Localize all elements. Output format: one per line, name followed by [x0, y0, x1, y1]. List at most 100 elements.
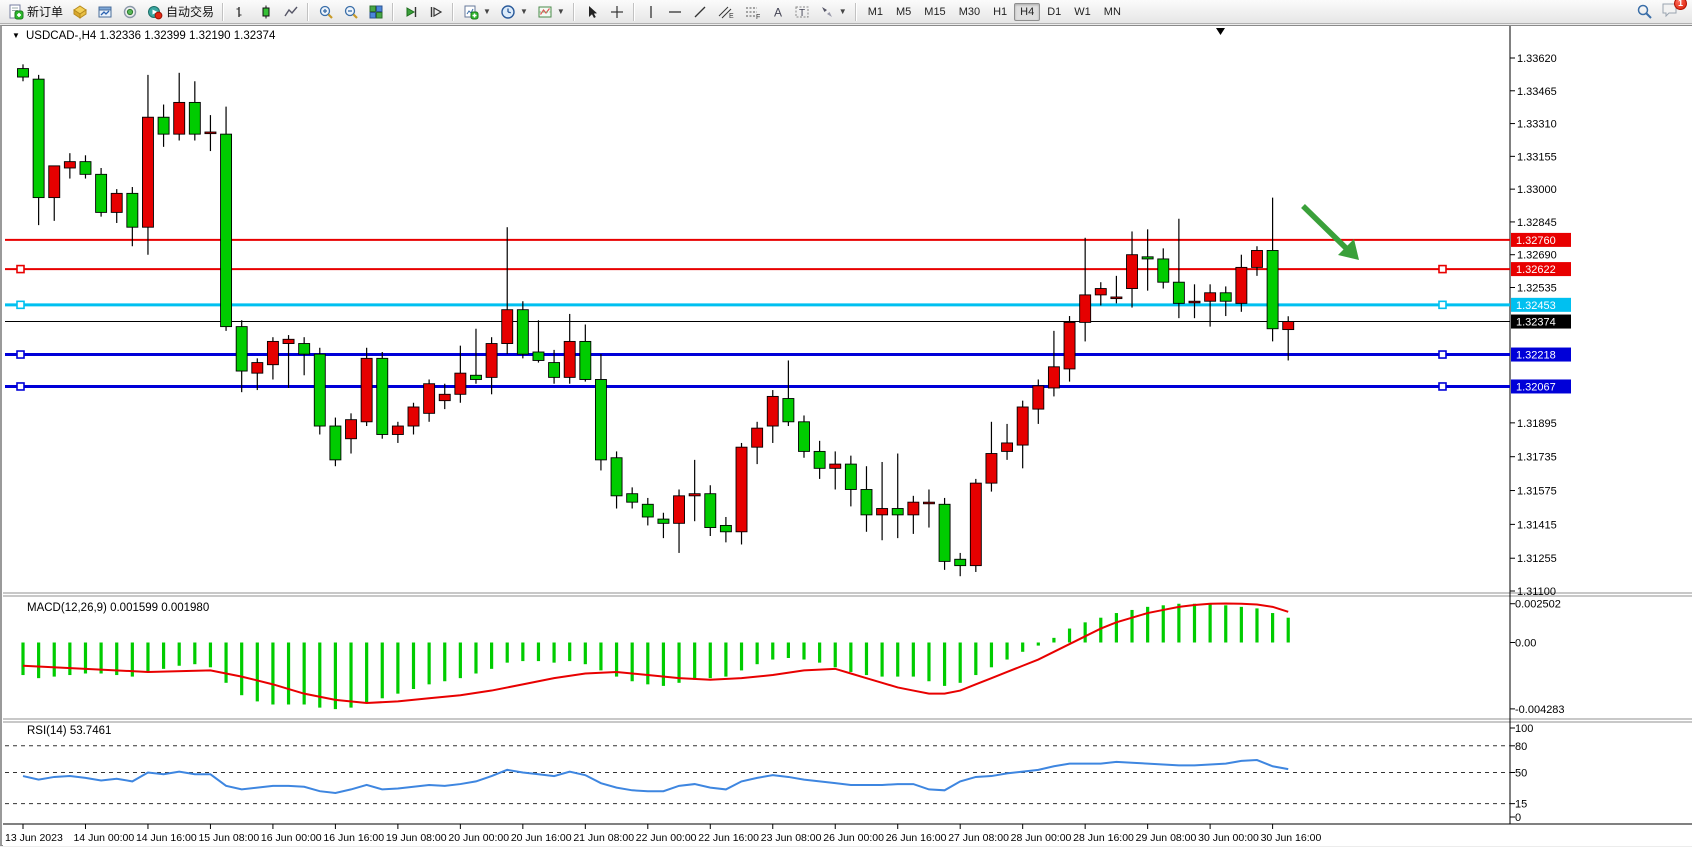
macd-indicator-label: MACD(12,26,9) 0.001599 0.001980: [27, 602, 209, 614]
tab-timeframe-mn[interactable]: MN: [1103, 5, 1121, 18]
price-axis-label: 1.31415: [1517, 519, 1557, 531]
line-handle[interactable]: [1438, 350, 1447, 359]
profiles-button[interactable]: ▼: [496, 2, 532, 22]
new-order-button[interactable]: 新订单: [4, 2, 67, 22]
search-icon[interactable]: [1636, 3, 1653, 20]
tab-timeframe-w1[interactable]: W1: [1074, 5, 1091, 18]
navigator-icon: [123, 5, 137, 18]
horizontal-line-tool-button[interactable]: [663, 2, 687, 22]
data-window-button[interactable]: [93, 2, 117, 22]
candle-bearish: [157, 116, 170, 135]
candlestick-mode-button[interactable]: [254, 2, 278, 22]
price-tag-label: 1.32067: [1516, 381, 1556, 393]
candle-bearish: [516, 309, 529, 355]
vertical-line-tool-button[interactable]: [640, 2, 662, 22]
cursor-tool-button[interactable]: [580, 2, 604, 22]
line-handle[interactable]: [1438, 300, 1447, 310]
rsi-axis-label: 0: [1515, 812, 1521, 824]
candle-bullish: [563, 340, 576, 378]
notifications-button[interactable]: 1: [1661, 0, 1687, 23]
line-handle[interactable]: [1438, 382, 1447, 391]
trendline-tool-button[interactable]: [688, 2, 712, 22]
market-watch-button[interactable]: [68, 2, 92, 22]
candle-bearish: [798, 421, 810, 452]
new-order-label: 新订单: [27, 5, 64, 19]
auto-scroll-button[interactable]: [399, 2, 423, 22]
autotrading-button[interactable]: 自动交易: [143, 2, 218, 22]
line-handle[interactable]: [16, 300, 25, 310]
indicators-button[interactable]: ▼: [533, 2, 569, 22]
candle-bullish: [1032, 385, 1045, 410]
chart-window[interactable]: 1.33620 1.33465 1.33310 1.33155 1.33000 1.328…: [0, 25, 1692, 846]
tab-timeframe-h4[interactable]: H4: [1014, 2, 1041, 21]
candle-bearish: [719, 524, 732, 533]
zoom-in-button[interactable]: [314, 2, 338, 22]
fibonacci-tool-button[interactable]: F: [740, 2, 766, 22]
time-axis-label: 14 Jun 16:00: [136, 832, 197, 844]
arrows-tool-button[interactable]: ▼: [815, 2, 851, 22]
line-chart-mode-button[interactable]: [279, 2, 303, 22]
equidistant-channel-icon: E: [718, 6, 734, 20]
candle-bullish: [751, 427, 764, 448]
candle-bullish: [1282, 321, 1295, 331]
price-tag-label: 1.32374: [1516, 317, 1556, 329]
chart-shift-button[interactable]: [424, 2, 448, 22]
price-axis-label: 1.32535: [1517, 282, 1557, 294]
text-tool-button[interactable]: A: [767, 2, 789, 22]
bar-chart-mode-button[interactable]: [229, 2, 253, 22]
chart-shift-marker[interactable]: [1216, 28, 1225, 35]
candle-bearish: [1266, 250, 1279, 330]
zoom-out-icon: [344, 5, 358, 19]
crosshair-tool-button[interactable]: [605, 2, 629, 22]
line-handle[interactable]: [16, 264, 25, 274]
time-axis-label: 28 Jun 00:00: [1011, 832, 1072, 844]
time-axis-label: 20 Jun 16:00: [511, 832, 572, 844]
new-chart-icon: [464, 5, 479, 19]
data-window-icon: [98, 6, 112, 17]
toolbar-separator: [221, 2, 227, 21]
candle-bearish: [641, 503, 654, 518]
usdcad-h4-chart[interactable]: 1.33620 1.33465 1.33310 1.33155 1.33000 1.328…: [2, 26, 1692, 847]
new-chart-button[interactable]: ▼: [459, 2, 495, 22]
macd-axis-label: -0.004283: [1515, 704, 1565, 716]
price-axis-label: 1.33310: [1517, 119, 1557, 131]
tab-timeframe-m5[interactable]: M5: [896, 5, 912, 18]
tab-timeframe-m15[interactable]: M15: [924, 5, 946, 18]
price-axis-label: 1.33000: [1517, 184, 1557, 196]
candle-bullish: [1188, 300, 1201, 304]
candle-bullish: [985, 453, 998, 484]
line-handle[interactable]: [16, 382, 25, 391]
candle-bearish: [470, 374, 482, 380]
text-label-tool-button[interactable]: T: [790, 2, 814, 22]
time-axis-label: 16 Jun 16:00: [323, 832, 384, 844]
price-tag: [1511, 297, 1571, 312]
candle-bearish: [579, 340, 592, 380]
tile-windows-button[interactable]: [364, 2, 388, 22]
vertical-line-icon: [650, 5, 652, 18]
time-axis-label: 21 Jun 08:00: [573, 832, 634, 844]
tab-timeframe-m1[interactable]: M1: [867, 5, 883, 18]
toolbar-separator: [391, 2, 397, 21]
chart-shift-icon: [430, 6, 443, 17]
candle-bullish: [173, 101, 186, 135]
tab-timeframe-d1[interactable]: D1: [1047, 5, 1062, 18]
zoom-out-button[interactable]: [339, 2, 363, 22]
channel-tool-button[interactable]: E: [713, 2, 739, 22]
candle-bearish: [782, 398, 795, 423]
tab-timeframe-h1[interactable]: H1: [993, 5, 1008, 18]
line-chart-icon: [284, 6, 298, 16]
annotation-arrow[interactable]: [1301, 204, 1350, 252]
tab-timeframe-m30[interactable]: M30: [958, 5, 981, 18]
dropdown-caret-icon: ▼: [519, 7, 528, 16]
navigator-button[interactable]: [118, 2, 142, 22]
candle-bearish: [126, 192, 139, 228]
time-axis-label: 30 Jun 00:00: [1198, 832, 1259, 844]
line-handle[interactable]: [16, 350, 25, 359]
time-axis-label: 26 Jun 16:00: [886, 832, 947, 844]
annotation-arrowhead[interactable]: [1338, 239, 1359, 260]
macd-signal-line: [22, 602, 1289, 704]
line-handle[interactable]: [1438, 264, 1447, 274]
candle-bearish: [1219, 292, 1232, 302]
price-tag: [1511, 347, 1571, 362]
candle-bullish: [204, 131, 217, 135]
